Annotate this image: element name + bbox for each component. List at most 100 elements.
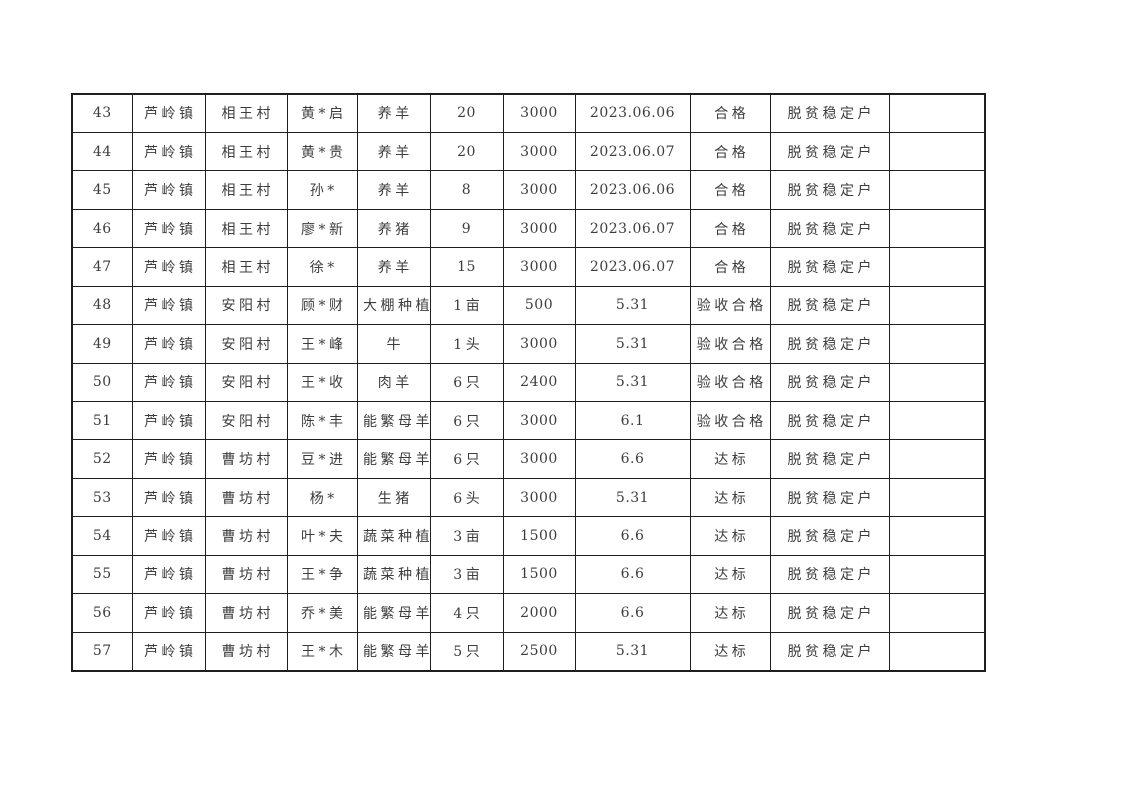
table-cell: 47 bbox=[71, 247, 133, 287]
table-cell: 相王村 bbox=[204, 131, 288, 172]
table-cell: 3000 bbox=[502, 400, 576, 441]
table-cell: 芦岭镇 bbox=[131, 131, 206, 172]
table-cell: 脱贫稳定户 bbox=[769, 285, 890, 326]
table-cell: 57 bbox=[71, 631, 133, 672]
table-cell: 达标 bbox=[689, 631, 771, 672]
table-cell: 安阳村 bbox=[204, 324, 288, 364]
table-row: 45 芦岭镇 相王村 孙* 养羊 8 3000 2023.06.06 合格 脱贫稳定户 bbox=[71, 170, 986, 210]
table-cell: 1头 bbox=[429, 324, 504, 364]
table-cell: 3000 bbox=[502, 247, 576, 287]
table-cell: 3000 bbox=[502, 93, 576, 133]
table-cell: 合格 bbox=[689, 208, 771, 249]
table-row: 44 芦岭镇 相王村 黄*贵 养羊 20 3000 2023.06.07 合格 脱贫稳定户 bbox=[71, 131, 986, 172]
table-cell: 养羊 bbox=[356, 247, 431, 287]
table-cell: 安阳村 bbox=[204, 362, 288, 403]
table-cell: 49 bbox=[71, 324, 133, 364]
table-cell bbox=[888, 362, 986, 403]
table-cell: 芦岭镇 bbox=[131, 400, 206, 441]
table-row: 57 芦岭镇 曹坊村 王*木 能繁母羊 5只 2500 5.31 达标 脱贫稳定户 bbox=[71, 631, 986, 672]
table-cell: 芦岭镇 bbox=[131, 516, 206, 556]
table-cell: 5.31 bbox=[574, 285, 691, 326]
table-cell: 廖*新 bbox=[286, 208, 358, 249]
table-cell: 陈*丰 bbox=[286, 400, 358, 441]
table-cell: 脱贫稳定户 bbox=[769, 208, 890, 249]
table-cell: 曹坊村 bbox=[204, 554, 288, 595]
table-cell: 脱贫稳定户 bbox=[769, 324, 890, 364]
table-cell: 5.31 bbox=[574, 362, 691, 403]
table-cell: 3000 bbox=[502, 208, 576, 249]
table-cell bbox=[888, 477, 986, 518]
table-cell bbox=[888, 208, 986, 249]
table-cell: 脱贫稳定户 bbox=[769, 631, 890, 672]
table-cell: 孙* bbox=[286, 170, 358, 210]
table-cell: 芦岭镇 bbox=[131, 247, 206, 287]
table-cell: 6.6 bbox=[574, 593, 691, 633]
table-cell: 乔*美 bbox=[286, 593, 358, 633]
table-cell: 达标 bbox=[689, 477, 771, 518]
table-cell bbox=[888, 400, 986, 441]
table-cell: 51 bbox=[71, 400, 133, 441]
table-cell: 徐* bbox=[286, 247, 358, 287]
table-row: 53 芦岭镇 曹坊村 杨* 生猪 6头 3000 5.31 达标 脱贫稳定户 bbox=[71, 477, 986, 518]
table-cell: 合格 bbox=[689, 131, 771, 172]
table-cell: 黄*启 bbox=[286, 93, 358, 133]
table-cell: 56 bbox=[71, 593, 133, 633]
table-cell: 2023.06.07 bbox=[574, 131, 691, 172]
table-cell: 2000 bbox=[502, 593, 576, 633]
table-cell: 安阳村 bbox=[204, 400, 288, 441]
table-cell: 2023.06.07 bbox=[574, 208, 691, 249]
table-cell: 6.6 bbox=[574, 554, 691, 595]
table-cell: 蔬菜种植 bbox=[356, 516, 431, 556]
table-cell: 6.6 bbox=[574, 439, 691, 479]
table-cell: 43 bbox=[71, 93, 133, 133]
table-cell: 达标 bbox=[689, 516, 771, 556]
table-cell: 500 bbox=[502, 285, 576, 326]
table-cell: 3000 bbox=[502, 131, 576, 172]
table-cell: 脱贫稳定户 bbox=[769, 477, 890, 518]
table-cell bbox=[888, 439, 986, 479]
table-cell: 杨* bbox=[286, 477, 358, 518]
table-cell: 脱贫稳定户 bbox=[769, 362, 890, 403]
table-cell: 芦岭镇 bbox=[131, 554, 206, 595]
table-cell: 3000 bbox=[502, 170, 576, 210]
table-cell: 脱贫稳定户 bbox=[769, 400, 890, 441]
table-cell bbox=[888, 324, 986, 364]
records-table-body: 43 芦岭镇 相王村 黄*启 养羊 20 3000 2023.06.06 合格 脱贫稳定户 44 芦岭… bbox=[71, 93, 986, 672]
table-cell: 1亩 bbox=[429, 285, 504, 326]
table-cell: 54 bbox=[71, 516, 133, 556]
table-cell bbox=[888, 285, 986, 326]
table-cell: 顾*财 bbox=[286, 285, 358, 326]
table-cell: 芦岭镇 bbox=[131, 593, 206, 633]
table-cell: 3亩 bbox=[429, 516, 504, 556]
table-row: 43 芦岭镇 相王村 黄*启 养羊 20 3000 2023.06.06 合格 脱贫稳定户 bbox=[71, 93, 986, 133]
table-cell: 脱贫稳定户 bbox=[769, 93, 890, 133]
table-cell: 养羊 bbox=[356, 131, 431, 172]
table-cell: 芦岭镇 bbox=[131, 477, 206, 518]
table-cell: 2400 bbox=[502, 362, 576, 403]
table-cell: 6.6 bbox=[574, 516, 691, 556]
table-cell: 1500 bbox=[502, 554, 576, 595]
table-cell: 验收合格 bbox=[689, 400, 771, 441]
table-cell bbox=[888, 516, 986, 556]
table-cell: 验收合格 bbox=[689, 285, 771, 326]
table-cell: 芦岭镇 bbox=[131, 170, 206, 210]
table-cell: 蔬菜种植 bbox=[356, 554, 431, 595]
table-cell: 大棚种植 bbox=[356, 285, 431, 326]
table-cell: 合格 bbox=[689, 247, 771, 287]
table-cell: 3亩 bbox=[429, 554, 504, 595]
table-cell: 53 bbox=[71, 477, 133, 518]
table-cell: 6只 bbox=[429, 439, 504, 479]
table-row: 49 芦岭镇 安阳村 王*峰牛 1头 3000 5.31 验收合格 脱贫稳定户 bbox=[71, 324, 986, 364]
table-row: 50 芦岭镇 安阳村 王*收 肉羊 6只 2400 5.31 验收合格 脱贫稳定户 bbox=[71, 362, 986, 403]
table-cell: 能繁母羊 bbox=[356, 439, 431, 479]
table-row: 51 芦岭镇 安阳村 陈*丰 能繁母羊 6只 3000 6.1 验收合格 脱贫稳定户 bbox=[71, 400, 986, 441]
table-cell: 豆*进 bbox=[286, 439, 358, 479]
table-cell: 能繁母羊 bbox=[356, 593, 431, 633]
table-cell: 相王村 bbox=[204, 93, 288, 133]
table-cell: 曹坊村 bbox=[204, 593, 288, 633]
table-cell: 安阳村 bbox=[204, 285, 288, 326]
table-cell: 曹坊村 bbox=[204, 439, 288, 479]
table-cell: 脱贫稳定户 bbox=[769, 593, 890, 633]
table-cell: 芦岭镇 bbox=[131, 362, 206, 403]
table-cell: 养猪 bbox=[356, 208, 431, 249]
